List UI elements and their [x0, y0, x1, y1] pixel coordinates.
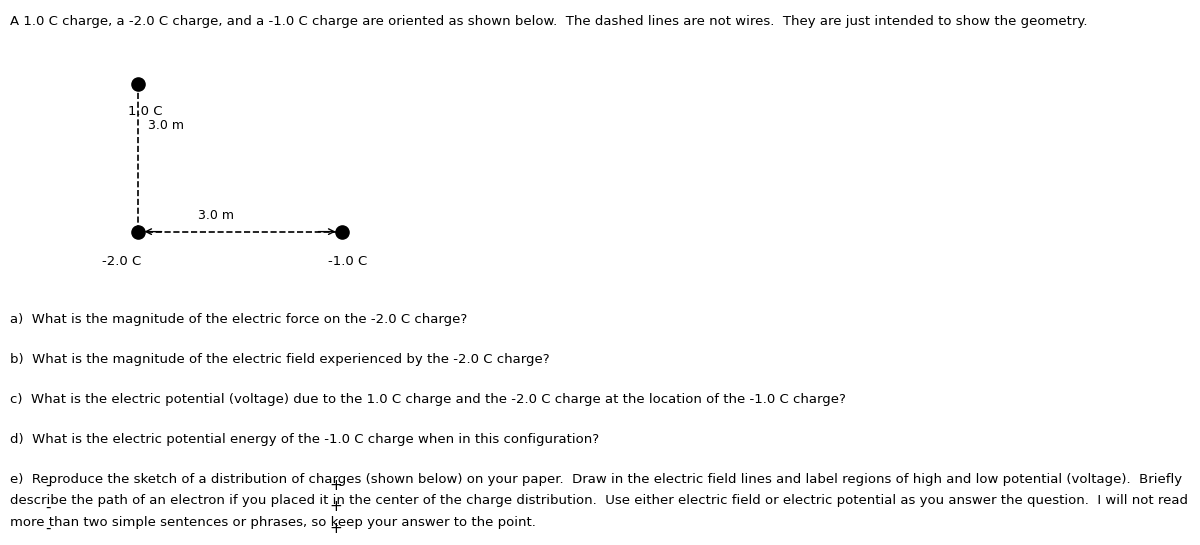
Text: +: + — [330, 521, 342, 536]
Text: describe the path of an electron if you placed it in the center of the charge di: describe the path of an electron if you … — [10, 494, 1188, 507]
Text: 3.0 m: 3.0 m — [148, 119, 184, 132]
Text: +: + — [330, 477, 342, 493]
Text: +: + — [330, 499, 342, 514]
Text: 1.0 C: 1.0 C — [128, 105, 163, 118]
Text: -: - — [46, 477, 50, 493]
Text: -: - — [46, 543, 50, 545]
Point — [128, 227, 148, 236]
Point — [128, 80, 148, 89]
Text: -: - — [46, 521, 50, 536]
Text: -2.0 C: -2.0 C — [102, 255, 142, 268]
Text: more than two simple sentences or phrases, so keep your answer to the point.: more than two simple sentences or phrase… — [10, 516, 535, 529]
Text: 3.0 m: 3.0 m — [198, 209, 234, 222]
Text: e)  Reproduce the sketch of a distribution of charges (shown below) on your pape: e) Reproduce the sketch of a distributio… — [10, 473, 1182, 486]
Text: c)  What is the electric potential (voltage) due to the 1.0 C charge and the -2.: c) What is the electric potential (volta… — [10, 393, 846, 406]
Text: b)  What is the magnitude of the electric field experienced by the -2.0 C charge: b) What is the magnitude of the electric… — [10, 353, 550, 366]
Point — [332, 227, 352, 236]
Text: -: - — [46, 499, 50, 514]
Text: +: + — [330, 543, 342, 545]
Text: A 1.0 C charge, a -2.0 C charge, and a -1.0 C charge are oriented as shown below: A 1.0 C charge, a -2.0 C charge, and a -… — [10, 15, 1087, 28]
Text: a)  What is the magnitude of the electric force on the -2.0 C charge?: a) What is the magnitude of the electric… — [10, 313, 467, 326]
Text: d)  What is the electric potential energy of the -1.0 C charge when in this conf: d) What is the electric potential energy… — [10, 433, 599, 446]
Text: -1.0 C: -1.0 C — [328, 255, 367, 268]
